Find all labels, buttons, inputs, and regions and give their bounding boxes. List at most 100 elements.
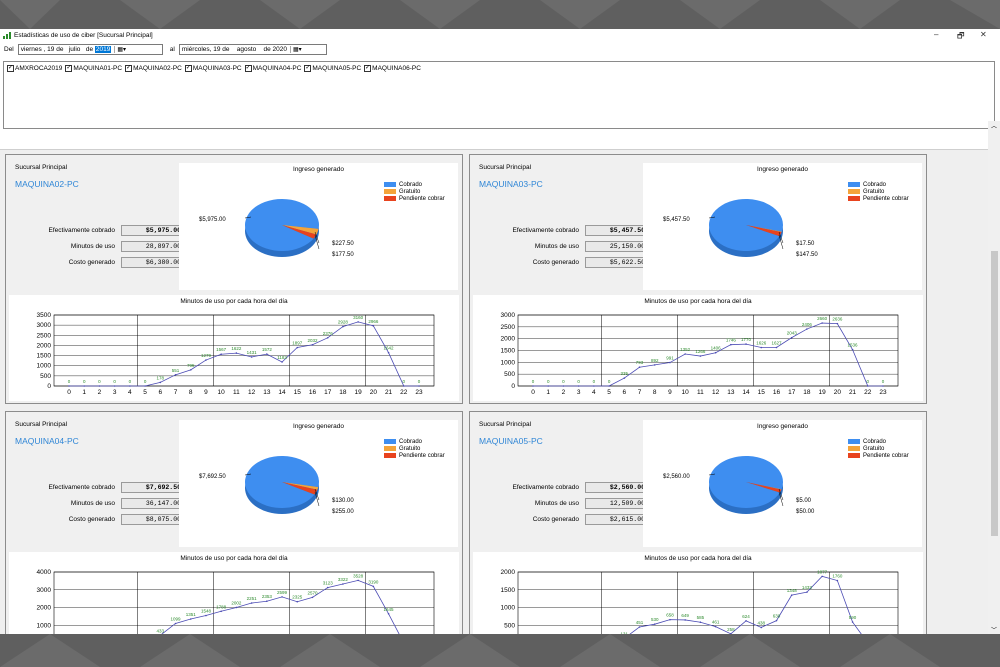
data-point [296, 346, 299, 349]
scroll-down-icon[interactable]: ﹀ [991, 628, 998, 634]
data-label: 1433 [802, 585, 813, 590]
data-point [775, 619, 778, 622]
data-label: 3322 [338, 577, 349, 582]
minimize-button[interactable]: – [934, 30, 939, 39]
data-label: 624 [742, 614, 750, 619]
data-label: 1567 [216, 347, 227, 352]
data-label: 0 [593, 379, 596, 384]
scroll-up-icon[interactable]: ︿ [991, 124, 998, 130]
checkbox-checked-icon[interactable]: ✓ [125, 65, 133, 72]
scrollbar-thumb[interactable] [991, 251, 998, 536]
stat-label: Costo generado [532, 516, 579, 523]
close-button[interactable]: ✕ [980, 30, 987, 39]
stat-label: Costo generado [532, 259, 579, 266]
data-point [806, 328, 808, 330]
legend-label: Cobrado [399, 181, 423, 188]
checkbox-checked-icon[interactable]: ✓ [304, 65, 312, 72]
machine-checkbox-item[interactable]: ✓ AMXROCA2019 [7, 65, 62, 72]
data-label: 1627 [771, 340, 782, 345]
data-point [577, 385, 580, 387]
legend-label: Pendiente cobrar [863, 452, 909, 459]
x-tick-label: 10 [682, 389, 690, 396]
checkbox-checked-icon[interactable]: ✓ [244, 65, 252, 72]
legend-item-pendiente: Pendiente cobrar [848, 452, 909, 459]
data-point [760, 346, 763, 349]
x-tick-label: 3 [577, 389, 581, 396]
x-tick-label: 1 [546, 389, 550, 396]
machine-panel: Sucursal Principal MAQUINA05-PC Efectiva… [469, 411, 927, 634]
to-date-picker[interactable]: miércoles, 19 de agosto de 2020 ▦▾ [178, 44, 327, 55]
date-filter-bar: Del viernes , 19 de julio de 2019 ▦▾ al … [4, 44, 327, 55]
data-label: 1279 [201, 353, 212, 358]
calendar-dropdown-icon[interactable]: ▦▾ [114, 46, 126, 53]
data-point [311, 596, 314, 599]
pie-slice-cobrado [709, 456, 783, 509]
x-tick-label: 23 [879, 389, 887, 396]
data-label: 2966 [368, 319, 379, 324]
y-tick-label: 3000 [37, 587, 52, 594]
pie-leader-line [778, 231, 784, 244]
stat-minutos: Minutos de uso 12,509.00 [490, 498, 648, 509]
y-tick-label: 1000 [501, 359, 516, 366]
x-tick-label: 12 [712, 389, 720, 396]
machine-checkbox-item[interactable]: ✓ MAQUINA06-PC [364, 65, 421, 72]
stat-value: $2,560.00 [585, 482, 648, 493]
pie-leader-line [314, 234, 320, 250]
data-point [745, 620, 747, 622]
vertical-scrollbar[interactable]: ︿ ﹀ [988, 121, 1000, 634]
x-tick-label: 22 [864, 389, 872, 396]
machine-name: MAQUINA06-PC [372, 65, 421, 72]
machine-title: MAQUINA04-PC [15, 436, 79, 446]
data-point [730, 633, 732, 634]
stat-label: Minutos de uso [70, 500, 115, 507]
from-date-picker[interactable]: viernes , 19 de julio de 2019 ▦▾ [17, 44, 163, 55]
legend-label: Pendiente cobrar [399, 195, 445, 202]
data-point [532, 385, 534, 387]
pie-leader-line [314, 488, 320, 501]
checkbox-checked-icon[interactable]: ✓ [65, 65, 73, 72]
machine-checkbox-item[interactable]: ✓ MAQUINA02-PC [125, 65, 182, 72]
data-label: 433 [157, 628, 165, 633]
data-label: 1877 [817, 569, 828, 574]
data-point [205, 614, 207, 617]
branch-label: Sucursal Principal [479, 421, 532, 428]
data-point [653, 364, 656, 366]
pie-value-label: $2,560.00 [663, 474, 690, 480]
checkbox-checked-icon[interactable]: ✓ [184, 65, 192, 72]
line-chart-box: Minutos de uso por cada hora del día 0 50… [473, 552, 923, 634]
checkbox-checked-icon[interactable]: ✓ [364, 65, 372, 72]
stat-value: $8,075.00 [121, 514, 184, 525]
pie-value-label: $7,692.50 [199, 474, 226, 480]
data-label: 3190 [368, 579, 379, 584]
usage-line [69, 321, 419, 387]
machine-checkbox-item[interactable]: ✓ MAQUINA05-PC [304, 65, 361, 72]
data-label: 2032 [307, 338, 318, 343]
window-title: Estadísticas de uso de ciber [Sucursal P… [14, 31, 153, 39]
stat-label: Minutos de uso [534, 500, 579, 507]
data-label: 258 [727, 627, 735, 632]
x-tick-label: 0 [67, 389, 71, 396]
data-point [235, 606, 238, 609]
data-point [775, 346, 778, 349]
pie-leader-line [708, 216, 716, 219]
restore-button[interactable]: 🗗 [957, 31, 965, 40]
machine-checkbox-item[interactable]: ✓ MAQUINA04-PC [244, 65, 301, 72]
x-tick-label: 13 [727, 389, 735, 396]
pie-chart-svg: $5,975.00 $227.50 $177.50 [199, 198, 354, 258]
data-point [866, 385, 869, 387]
line-chart-title: Minutos de uso por cada hora del día [180, 555, 288, 562]
stat-costo: Costo generado $8,075.00 [26, 514, 184, 525]
legend-label: Cobrado [863, 181, 887, 188]
pie-title: Ingreso generado [293, 423, 344, 430]
pie-slice-gratuito [282, 225, 319, 235]
checkbox-checked-icon[interactable]: ✓ [7, 65, 14, 72]
branch-label: Sucursal Principal [15, 164, 68, 171]
pie-slice-pendiente [282, 225, 317, 239]
calendar-dropdown-icon[interactable]: ▦▾ [289, 46, 302, 53]
machine-checkbox-item[interactable]: ✓ MAQUINA01-PC [65, 65, 122, 72]
machine-checkbox-item[interactable]: ✓ MAQUINA03-PC [184, 65, 242, 72]
branch-label: Sucursal Principal [479, 164, 532, 171]
machine-name: MAQUINA03-PC [192, 65, 242, 72]
data-label: 2002 [231, 600, 242, 605]
